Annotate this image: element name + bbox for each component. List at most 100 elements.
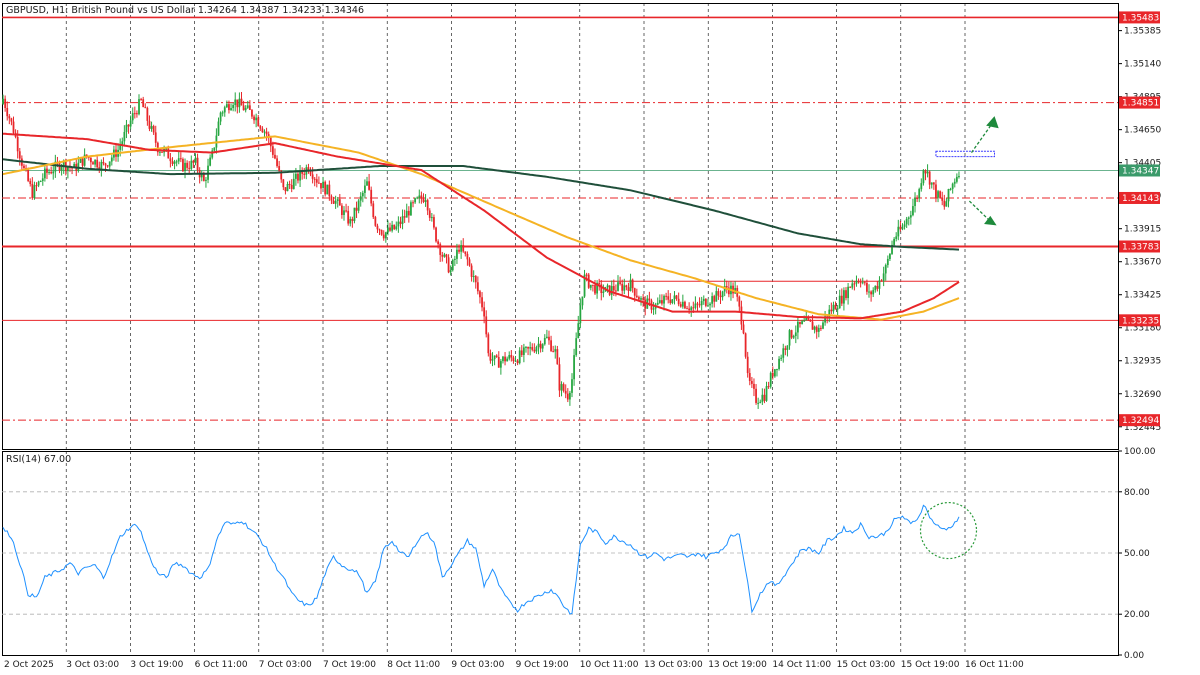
bearish-candle — [202, 174, 205, 181]
bullish-candle — [861, 282, 864, 284]
bearish-candle — [552, 350, 555, 352]
bearish-candle — [608, 285, 611, 295]
bullish-candle — [715, 291, 718, 302]
bullish-candle — [514, 360, 517, 362]
bearish-candle — [470, 265, 473, 277]
bullish-candle — [589, 284, 592, 288]
bullish-candle — [100, 161, 103, 170]
bearish-candle — [771, 372, 774, 377]
bearish-candle — [278, 166, 281, 171]
bearish-candle — [866, 282, 868, 292]
bearish-candle — [435, 227, 437, 242]
bullish-candle — [414, 198, 417, 203]
bearish-candle — [870, 291, 873, 295]
rsi-panel-frame — [2, 451, 1119, 656]
bullish-candle — [895, 236, 898, 239]
bullish-candle — [138, 99, 140, 115]
bearish-candle — [98, 167, 101, 170]
bearish-candle — [447, 257, 450, 273]
bearish-candle — [433, 217, 435, 228]
bearish-candle — [12, 121, 15, 133]
y-tick-label: 1.33425 — [1124, 291, 1161, 301]
bullish-candle — [121, 141, 124, 146]
bullish-candle — [397, 221, 400, 227]
bearish-candle — [393, 224, 396, 230]
bearish-candle — [351, 219, 354, 221]
bullish-candle — [757, 402, 760, 404]
bearish-candle — [370, 189, 373, 204]
x-tick-label: 10 Oct 11:00 — [580, 660, 639, 670]
bearish-candle — [8, 116, 11, 119]
bullish-candle — [518, 350, 521, 364]
bearish-candle — [725, 285, 728, 288]
bullish-candle — [951, 183, 954, 189]
bullish-candle — [387, 227, 389, 233]
bullish-candle — [765, 386, 768, 401]
bearish-candle — [23, 165, 25, 168]
bearish-candle — [372, 203, 375, 218]
bullish-arrow[interactable] — [970, 119, 996, 153]
bullish-candle — [918, 189, 921, 199]
bearish-candle — [562, 384, 565, 391]
bearish-candle — [696, 303, 699, 305]
bearish-candle — [380, 229, 383, 235]
bearish-candle — [332, 200, 335, 204]
bearish-candle — [89, 157, 92, 163]
bullish-candle — [905, 218, 908, 225]
bullish-candle — [424, 200, 427, 202]
bearish-arrowhead — [984, 215, 997, 226]
x-tick-label: 3 Oct 03:00 — [66, 660, 119, 670]
bearish-candle — [748, 373, 751, 381]
bullish-candle — [255, 117, 258, 121]
bearish-candle — [489, 353, 492, 361]
bullish-candle — [690, 307, 693, 310]
bullish-candle — [843, 290, 845, 304]
bearish-candle — [171, 161, 174, 164]
bullish-candle — [357, 200, 360, 211]
bullish-candle — [707, 305, 709, 307]
bearish-candle — [441, 254, 444, 257]
x-tick-label: 3 Oct 19:00 — [130, 660, 183, 670]
bearish-arrow[interactable] — [968, 200, 991, 222]
bullish-candle — [937, 191, 939, 198]
bearish-candle — [179, 158, 182, 160]
bearish-candle — [27, 169, 30, 181]
resistance-zone-box[interactable] — [935, 150, 996, 158]
bearish-candle — [527, 346, 529, 349]
bullish-candle — [522, 347, 525, 355]
bearish-candle — [516, 360, 519, 364]
bearish-candle — [727, 287, 730, 295]
bullish-candle — [94, 159, 96, 165]
bearish-candle — [512, 357, 515, 362]
rsi-highlight-circle[interactable] — [919, 501, 978, 560]
bearish-candle — [338, 199, 341, 206]
bearish-candle — [520, 350, 523, 355]
bullish-candle — [453, 258, 456, 260]
bullish-candle — [629, 279, 632, 291]
bearish-candle — [744, 333, 747, 357]
bearish-candle — [282, 179, 285, 188]
bearish-candle — [324, 181, 327, 195]
bullish-candle — [456, 249, 458, 259]
bearish-candle — [476, 282, 479, 292]
bullish-candle — [855, 280, 858, 284]
bearish-candle — [638, 297, 640, 300]
bullish-candle — [583, 274, 586, 297]
bullish-candle — [246, 105, 249, 108]
bullish-candle — [334, 200, 337, 204]
bearish-candle — [719, 295, 722, 298]
bullish-candle — [205, 179, 207, 181]
bearish-candle — [420, 195, 423, 199]
bullish-candle — [219, 112, 222, 122]
bearish-candle — [445, 254, 448, 258]
bearish-candle — [269, 137, 272, 147]
rsi-y-tick-label: 50.00 — [1124, 549, 1150, 559]
bullish-candle — [579, 305, 582, 324]
bearish-candle — [167, 148, 170, 159]
bullish-candle — [903, 224, 906, 227]
bearish-candle — [692, 307, 695, 309]
bullish-candle — [123, 131, 126, 142]
bearish-candle — [311, 174, 314, 179]
